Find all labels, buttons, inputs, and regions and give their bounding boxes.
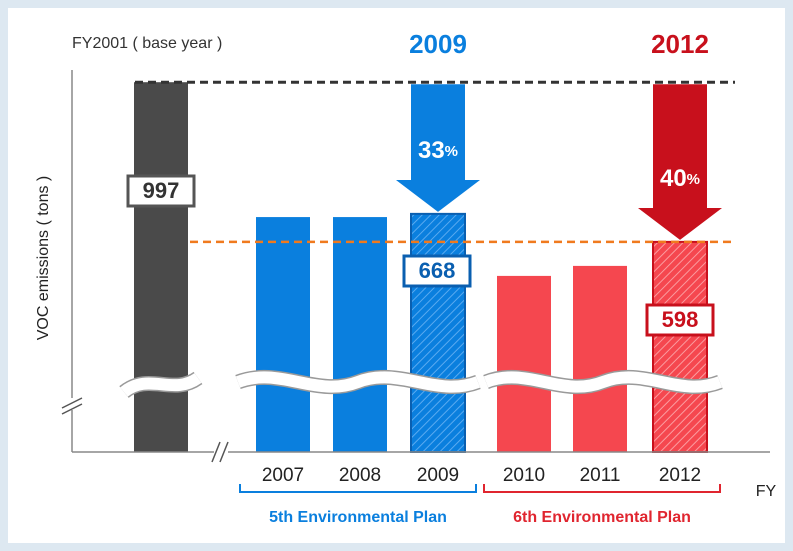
base-label: FY2001 ( base year ) [72,35,222,52]
target-year: 2009 [409,29,467,59]
value-label: 997 [143,178,180,203]
bar [410,212,466,453]
axis-break [61,397,83,415]
reduction-number: 33 [418,137,445,164]
value-label-box [645,303,715,337]
x-tick-label: 2009 [417,465,459,486]
target-year: 2012 [651,29,709,59]
x-tick-label: 2010 [503,465,545,486]
reduction-arrow [396,84,480,212]
value-label-box [402,254,472,288]
break-wave [120,372,202,398]
plan-bracket [239,484,477,493]
bar [134,82,188,453]
plan-bracket [483,484,721,493]
break-wave [235,371,481,393]
plan-label: 6th Environmental Plan [513,509,691,526]
reduction-label: 33% [418,137,458,164]
bar [573,265,627,452]
reduction-unit: % [687,171,700,188]
value-label: 668 [419,258,456,283]
y-axis-label: VOC emissions ( tons ) [35,176,52,340]
x-tick-label: 2007 [262,465,304,486]
plan-label: 5th Environmental Plan [269,509,447,526]
bar [333,217,387,452]
reduction-unit: % [445,143,458,160]
x-tick-label: 2011 [580,465,621,486]
bar [256,217,310,452]
reduction-arrow [638,84,722,240]
x-axis-label: FY [756,483,777,500]
axis-break [211,441,229,463]
value-label-box [126,174,196,208]
reduction-label: 40% [660,165,700,192]
value-label: 598 [662,307,699,332]
reduction-number: 40 [660,165,687,192]
x-tick-label: 2012 [659,465,701,486]
bar [497,275,551,452]
break-wave [483,371,723,393]
x-tick-label: 2008 [339,465,381,486]
bar [652,240,708,453]
